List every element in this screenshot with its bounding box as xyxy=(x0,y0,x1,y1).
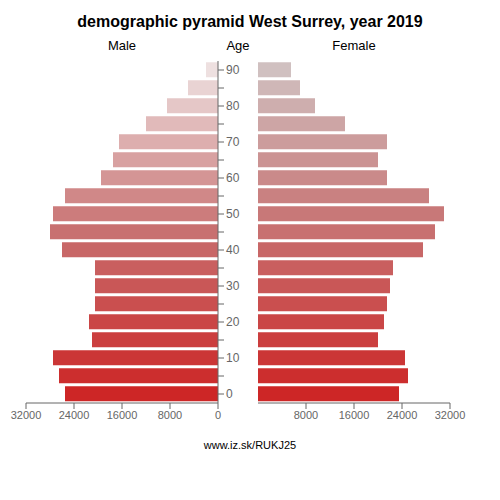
svg-text:90: 90 xyxy=(226,63,240,77)
svg-text:40: 40 xyxy=(226,243,240,257)
svg-text:8000: 8000 xyxy=(158,409,182,421)
svg-text:0: 0 xyxy=(226,387,233,401)
svg-text:50: 50 xyxy=(226,207,240,221)
svg-text:80: 80 xyxy=(226,99,240,113)
svg-text:24000: 24000 xyxy=(59,409,90,421)
svg-text:0: 0 xyxy=(215,409,221,421)
html-text:www.iz.sk/RUKJ25: www.iz.sk/RUKJ25 xyxy=(203,439,297,451)
html-text:Age: Age xyxy=(226,38,250,53)
html-text:Female: Female xyxy=(332,38,376,53)
html-text:demographic pyramid West Surre: demographic pyramid West Surrey, year 20… xyxy=(77,13,423,30)
svg-text:16000: 16000 xyxy=(107,409,138,421)
svg-text:10: 10 xyxy=(226,351,240,365)
svg-text:32000: 32000 xyxy=(11,409,42,421)
svg-text:60: 60 xyxy=(226,171,240,185)
svg-text:30: 30 xyxy=(226,279,240,293)
svg-text:16000: 16000 xyxy=(339,409,370,421)
svg-text:24000: 24000 xyxy=(387,409,418,421)
html-text:Male: Male xyxy=(107,38,137,53)
svg-text:8000: 8000 xyxy=(294,409,318,421)
svg-text:70: 70 xyxy=(226,135,240,149)
svg-text:32000: 32000 xyxy=(435,409,466,421)
svg-text:20: 20 xyxy=(226,315,240,329)
